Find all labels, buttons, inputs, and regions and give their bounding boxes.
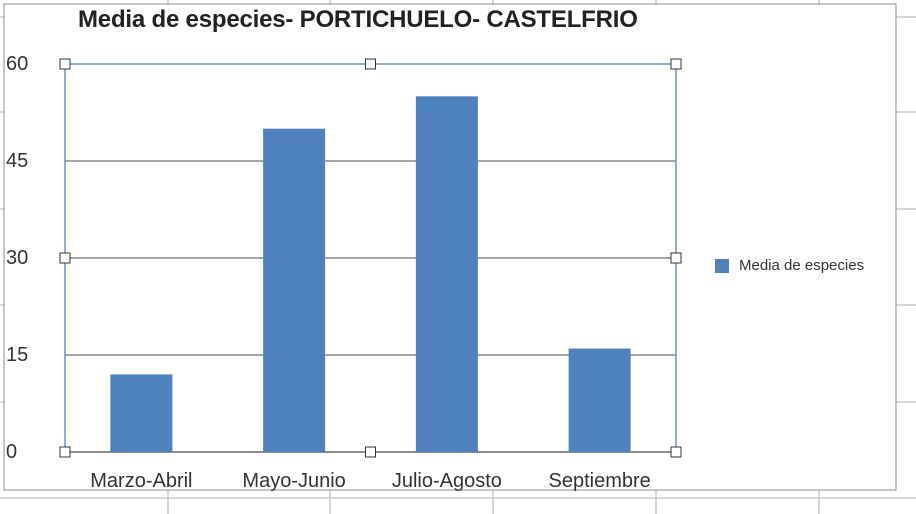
selection-handle[interactable] bbox=[670, 252, 682, 264]
y-tick-label: 0 bbox=[6, 441, 17, 463]
selection-handle[interactable] bbox=[670, 58, 682, 70]
x-tick-label: Julio-Agosto bbox=[392, 470, 502, 492]
bar[interactable] bbox=[110, 374, 173, 452]
y-tick-label: 60 bbox=[6, 53, 28, 75]
bar[interactable] bbox=[568, 348, 631, 452]
chart-legend: Media de especies bbox=[715, 257, 864, 274]
selection-handle[interactable] bbox=[59, 58, 71, 70]
x-tick-label: Marzo-Abril bbox=[90, 470, 192, 492]
y-tick-label: 30 bbox=[6, 247, 28, 269]
chart-title: Media de especies- PORTICHUELO- CASTELFR… bbox=[78, 6, 638, 33]
x-tick-label: Mayo-Junio bbox=[242, 470, 345, 492]
bar[interactable] bbox=[415, 96, 478, 452]
selection-handle[interactable] bbox=[670, 446, 682, 458]
legend-swatch bbox=[715, 258, 729, 273]
selection-handle[interactable] bbox=[365, 446, 376, 458]
bar[interactable] bbox=[263, 128, 326, 452]
selection-handle[interactable] bbox=[365, 58, 376, 70]
y-tick-label: 45 bbox=[6, 150, 28, 172]
chart-area-border bbox=[3, 3, 897, 491]
x-tick-label: Septiembre bbox=[548, 470, 650, 492]
selection-handle[interactable] bbox=[59, 446, 71, 458]
legend-label: Media de especies bbox=[739, 257, 865, 274]
selection-handle[interactable] bbox=[59, 252, 71, 264]
y-tick-label: 15 bbox=[6, 344, 28, 366]
